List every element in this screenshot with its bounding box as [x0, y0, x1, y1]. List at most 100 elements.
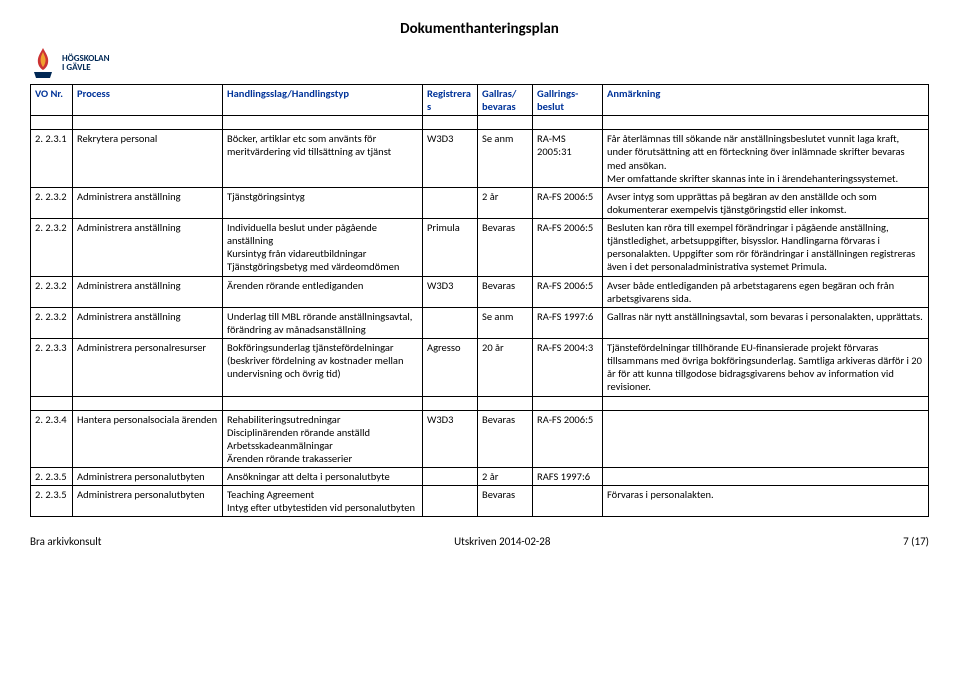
table-row: 2. 2.3.1Rekrytera personalBöcker, artikl… [31, 130, 929, 188]
cell-gal: 20 år [478, 339, 533, 397]
table-row: 2. 2.3.2Administrera anställningÄrenden … [31, 276, 929, 307]
empty-cell [31, 396, 73, 410]
cell-anm: Besluten kan röra till exempel förändrin… [603, 219, 929, 277]
table-header-row: VO Nr. Process Handlingsslag/Handlingsty… [31, 85, 929, 116]
empty-cell [73, 116, 223, 130]
col-proc: Process [73, 85, 223, 116]
cell-hand: Ansökningar att delta i personalutbyte [223, 468, 423, 486]
cell-vo: 2. 2.3.1 [31, 130, 73, 188]
page-footer: Bra arkivkonsult Utskriven 2014-02-28 7 … [30, 535, 929, 548]
cell-reg [423, 187, 478, 218]
cell-vo: 2. 2.3.3 [31, 339, 73, 397]
cell-anm: Får återlämnas till sökande när anställn… [603, 130, 929, 188]
cell-hand: Tjänstgöringsintyg [223, 187, 423, 218]
empty-cell [423, 396, 478, 410]
table-row: 2. 2.3.5Administrera personalutbytenAnsö… [31, 468, 929, 486]
empty-cell [223, 396, 423, 410]
cell-besl: RA-FS 2006:5 [533, 219, 603, 277]
table-row [31, 396, 929, 410]
cell-proc: Administrera anställning [73, 219, 223, 277]
col-anm: Anmärkning [603, 85, 929, 116]
cell-gal: 2 år [478, 187, 533, 218]
cell-proc: Administrera personalresurser [73, 339, 223, 397]
logo-text: HÖGSKOLAN I GÄVLE [62, 54, 110, 73]
cell-gal: Se anm [478, 307, 533, 338]
cell-anm [603, 410, 929, 468]
cell-hand: Underlag till MBL rörande anställningsav… [223, 307, 423, 338]
cell-reg [423, 307, 478, 338]
cell-besl: RA-FS 2006:5 [533, 187, 603, 218]
cell-anm [603, 468, 929, 486]
cell-besl [533, 486, 603, 517]
cell-reg: Agresso [423, 339, 478, 397]
cell-vo: 2. 2.3.2 [31, 219, 73, 277]
table-row: 2. 2.3.2Administrera anställningIndividu… [31, 219, 929, 277]
col-hand: Handlingsslag/Handlingstyp [223, 85, 423, 116]
cell-anm: Avser både entlediganden på arbetstagare… [603, 276, 929, 307]
col-gal: Gallras/ bevaras [478, 85, 533, 116]
cell-anm: Tjänstefördelningar tillhörande EU-finan… [603, 339, 929, 397]
empty-cell [478, 116, 533, 130]
cell-vo: 2. 2.3.5 [31, 486, 73, 517]
cell-gal: 2 år [478, 468, 533, 486]
footer-right: 7 (17) [903, 535, 929, 548]
cell-hand: Ärenden rörande entlediganden [223, 276, 423, 307]
cell-proc: Hantera personalsociala ärenden [73, 410, 223, 468]
empty-cell [223, 116, 423, 130]
empty-cell [603, 396, 929, 410]
cell-gal: Bevaras [478, 276, 533, 307]
empty-cell [533, 396, 603, 410]
table-row: 2. 2.3.4Hantera personalsociala ärendenR… [31, 410, 929, 468]
cell-hand: Individuella beslut under pågående anstä… [223, 219, 423, 277]
table-row: 2. 2.3.2Administrera anställningTjänstgö… [31, 187, 929, 218]
cell-vo: 2. 2.3.2 [31, 307, 73, 338]
cell-besl: RA-FS 2006:5 [533, 410, 603, 468]
empty-cell [31, 116, 73, 130]
empty-cell [478, 396, 533, 410]
cell-anm: Avser intyg som upprättas på begäran av … [603, 187, 929, 218]
logo-flame-icon [30, 46, 56, 80]
records-table: VO Nr. Process Handlingsslag/Handlingsty… [30, 84, 929, 517]
footer-left: Bra arkivkonsult [30, 535, 101, 548]
cell-hand: RehabiliteringsutredningarDisciplinärend… [223, 410, 423, 468]
cell-reg [423, 486, 478, 517]
cell-proc: Administrera anställning [73, 307, 223, 338]
empty-cell [533, 116, 603, 130]
cell-vo: 2. 2.3.2 [31, 276, 73, 307]
cell-gal: Bevaras [478, 219, 533, 277]
cell-vo: 2. 2.3.2 [31, 187, 73, 218]
cell-proc: Administrera personalutbyten [73, 468, 223, 486]
table-row: 2. 2.3.5Administrera personalutbytenTeac… [31, 486, 929, 517]
logo-line2: I GÄVLE [62, 63, 110, 72]
cell-gal: Bevaras [478, 410, 533, 468]
cell-besl: RA-MS 2005:31 [533, 130, 603, 188]
col-besl: Gallrings-beslut [533, 85, 603, 116]
footer-center: Utskriven 2014-02-28 [454, 535, 550, 548]
cell-hand: Bokföringsunderlag tjänstefördelningar (… [223, 339, 423, 397]
cell-proc: Rekrytera personal [73, 130, 223, 188]
cell-hand: Teaching AgreementIntyg efter utbytestid… [223, 486, 423, 517]
cell-reg: W3D3 [423, 410, 478, 468]
cell-proc: Administrera anställning [73, 187, 223, 218]
cell-vo: 2. 2.3.5 [31, 468, 73, 486]
cell-reg: Primula [423, 219, 478, 277]
cell-besl: RA-FS 2004:3 [533, 339, 603, 397]
cell-reg: W3D3 [423, 276, 478, 307]
cell-gal: Se anm [478, 130, 533, 188]
table-row: 2. 2.3.2Administrera anställningUnderlag… [31, 307, 929, 338]
cell-anm: Förvaras i personalakten. [603, 486, 929, 517]
cell-besl: RA-FS 1997:6 [533, 307, 603, 338]
col-vo: VO Nr. [31, 85, 73, 116]
table-row: 2. 2.3.3Administrera personalresurserBok… [31, 339, 929, 397]
cell-vo: 2. 2.3.4 [31, 410, 73, 468]
logo: HÖGSKOLAN I GÄVLE [30, 46, 929, 80]
cell-reg: W3D3 [423, 130, 478, 188]
col-reg: Registreras [423, 85, 478, 116]
table-row [31, 116, 929, 130]
cell-reg [423, 468, 478, 486]
document-title: Dokumenthanteringsplan [30, 20, 929, 38]
cell-besl: RAFS 1997:6 [533, 468, 603, 486]
cell-besl: RA-FS 2006:5 [533, 276, 603, 307]
empty-cell [423, 116, 478, 130]
empty-cell [603, 116, 929, 130]
